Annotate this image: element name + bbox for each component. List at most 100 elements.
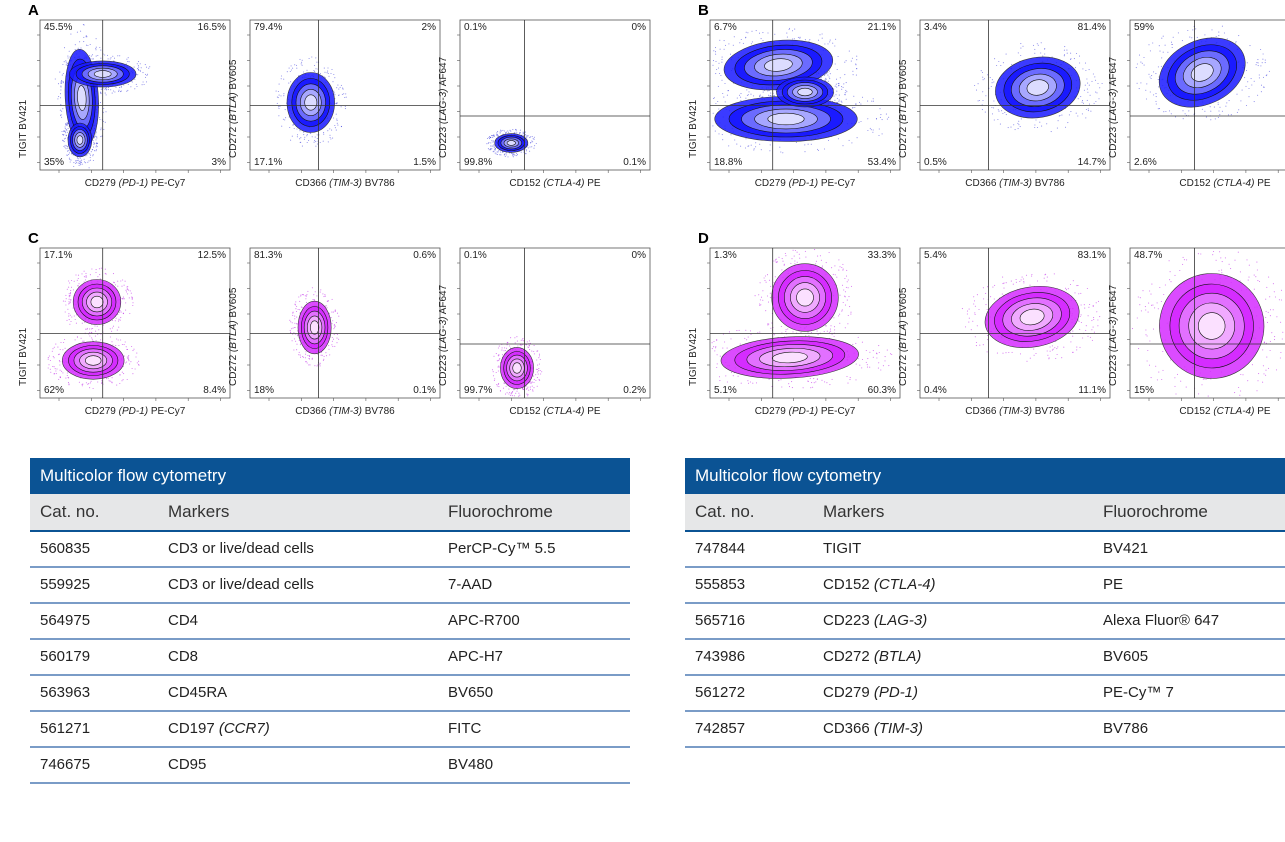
scatter-point: [112, 90, 115, 92]
plot-canvas: [707, 247, 901, 401]
scatter-point: [104, 88, 106, 90]
scatter-point: [1160, 300, 1162, 303]
scatter-point: [750, 93, 752, 95]
scatter-point: [96, 146, 98, 148]
scatter-point: [782, 152, 784, 154]
scatter-point: [313, 69, 315, 72]
scatter-point: [296, 343, 298, 345]
quadrant-label-ul: 3.4%: [924, 22, 947, 33]
scatter-point: [296, 128, 298, 130]
scatter-point: [299, 138, 301, 140]
scatter-point: [91, 338, 93, 340]
scatter-point: [829, 384, 831, 386]
scatter-point: [1142, 290, 1144, 292]
scatter-point: [1088, 84, 1090, 86]
scatter-point: [322, 140, 324, 142]
scatter-point: [516, 152, 518, 155]
scatter-point: [752, 382, 754, 384]
scatter-point: [724, 341, 726, 343]
scatter-point: [1181, 40, 1183, 42]
scatter-point: [97, 276, 99, 278]
scatter-point: [1088, 69, 1090, 71]
scatter-point: [288, 82, 290, 84]
scatter-point: [1145, 89, 1147, 91]
scatter-point: [1072, 335, 1074, 337]
scatter-point: [92, 327, 94, 330]
scatter-point: [1205, 116, 1207, 118]
scatter-point: [1061, 114, 1063, 116]
scatter-point: [505, 131, 507, 133]
scatter-point: [81, 322, 83, 324]
scatter-point: [869, 351, 871, 353]
scatter-point: [879, 108, 881, 110]
scatter-point: [1020, 54, 1022, 57]
scatter-point: [1097, 82, 1099, 85]
scatter-point: [1093, 331, 1095, 333]
scatter-point: [510, 337, 512, 339]
scatter-point: [968, 321, 970, 323]
scatter-point: [70, 286, 73, 288]
scatter-point: [1002, 283, 1004, 285]
scatter-point: [119, 91, 122, 93]
scatter-point: [308, 355, 310, 357]
scatter-point: [68, 152, 71, 154]
scatter-point: [110, 57, 112, 59]
scatter-point: [507, 341, 509, 343]
scatter-point: [736, 143, 738, 145]
scatter-point: [833, 88, 835, 90]
scatter-point: [300, 63, 302, 65]
scatter-point: [1210, 110, 1212, 112]
scatter-point: [983, 78, 986, 80]
scatter-point: [791, 381, 793, 383]
scatter-point: [1017, 122, 1019, 124]
scatter-point: [716, 339, 718, 341]
scatter-point: [519, 344, 521, 346]
scatter-point: [799, 257, 801, 259]
scatter-point: [95, 131, 98, 133]
scatter-point: [67, 149, 69, 152]
scatter-point: [832, 42, 834, 44]
scatter-point: [794, 263, 796, 265]
scatter-point: [1072, 330, 1074, 332]
scatter-point: [717, 100, 719, 103]
scatter-point: [80, 47, 82, 49]
scatter-point: [60, 86, 62, 88]
scatter-point: [1195, 28, 1197, 30]
scatter-point: [791, 38, 794, 40]
scatter-point: [512, 391, 514, 393]
scatter-point: [1160, 65, 1162, 67]
scatter-point: [1258, 74, 1260, 76]
scatter-point: [516, 153, 519, 156]
scatter-point: [849, 379, 851, 381]
scatter-point: [833, 95, 835, 97]
scatter-point: [999, 123, 1001, 125]
scatter-point: [1258, 373, 1260, 375]
scatter-point: [103, 107, 105, 110]
plot-c-2: 81.3% 0.6% 18% 0.1% CD366 (TIM-3) BV786 CD272…: [228, 247, 441, 417]
scatter-point: [1023, 280, 1025, 283]
scatter-point: [774, 259, 777, 261]
scatter-point: [57, 83, 60, 85]
scatter-point: [866, 366, 869, 368]
scatter-point: [1248, 264, 1250, 266]
scatter-point: [1251, 364, 1253, 366]
scatter-point: [716, 354, 718, 356]
plot-frame: [39, 247, 231, 399]
scatter-point: [66, 374, 68, 377]
scatter-point: [1090, 110, 1092, 112]
panel-letter-d: D: [698, 230, 709, 247]
scatter-point: [823, 74, 826, 77]
scatter-point: [1143, 64, 1145, 66]
scatter-point: [69, 158, 71, 160]
scatter-point: [825, 73, 828, 75]
scatter-point: [757, 332, 759, 334]
scatter-point: [1085, 329, 1087, 331]
scatter-point: [325, 355, 328, 357]
scatter-point: [1075, 112, 1077, 114]
scatter-point: [316, 61, 318, 63]
scatter-point: [1220, 257, 1222, 259]
scatter-point: [59, 377, 61, 379]
scatter-point: [719, 48, 721, 50]
scatter-point: [538, 355, 541, 357]
scatter-point: [1261, 62, 1263, 64]
